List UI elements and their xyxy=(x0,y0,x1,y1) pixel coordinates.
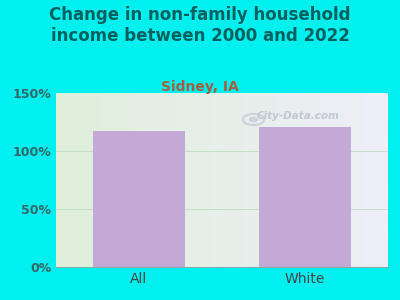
Text: City-Data.com: City-Data.com xyxy=(257,111,340,121)
Bar xyxy=(93,131,185,267)
Bar xyxy=(259,127,351,267)
Text: Change in non-family household
income between 2000 and 2022: Change in non-family household income be… xyxy=(49,6,351,45)
Circle shape xyxy=(250,117,258,122)
Text: Sidney, IA: Sidney, IA xyxy=(161,80,239,94)
